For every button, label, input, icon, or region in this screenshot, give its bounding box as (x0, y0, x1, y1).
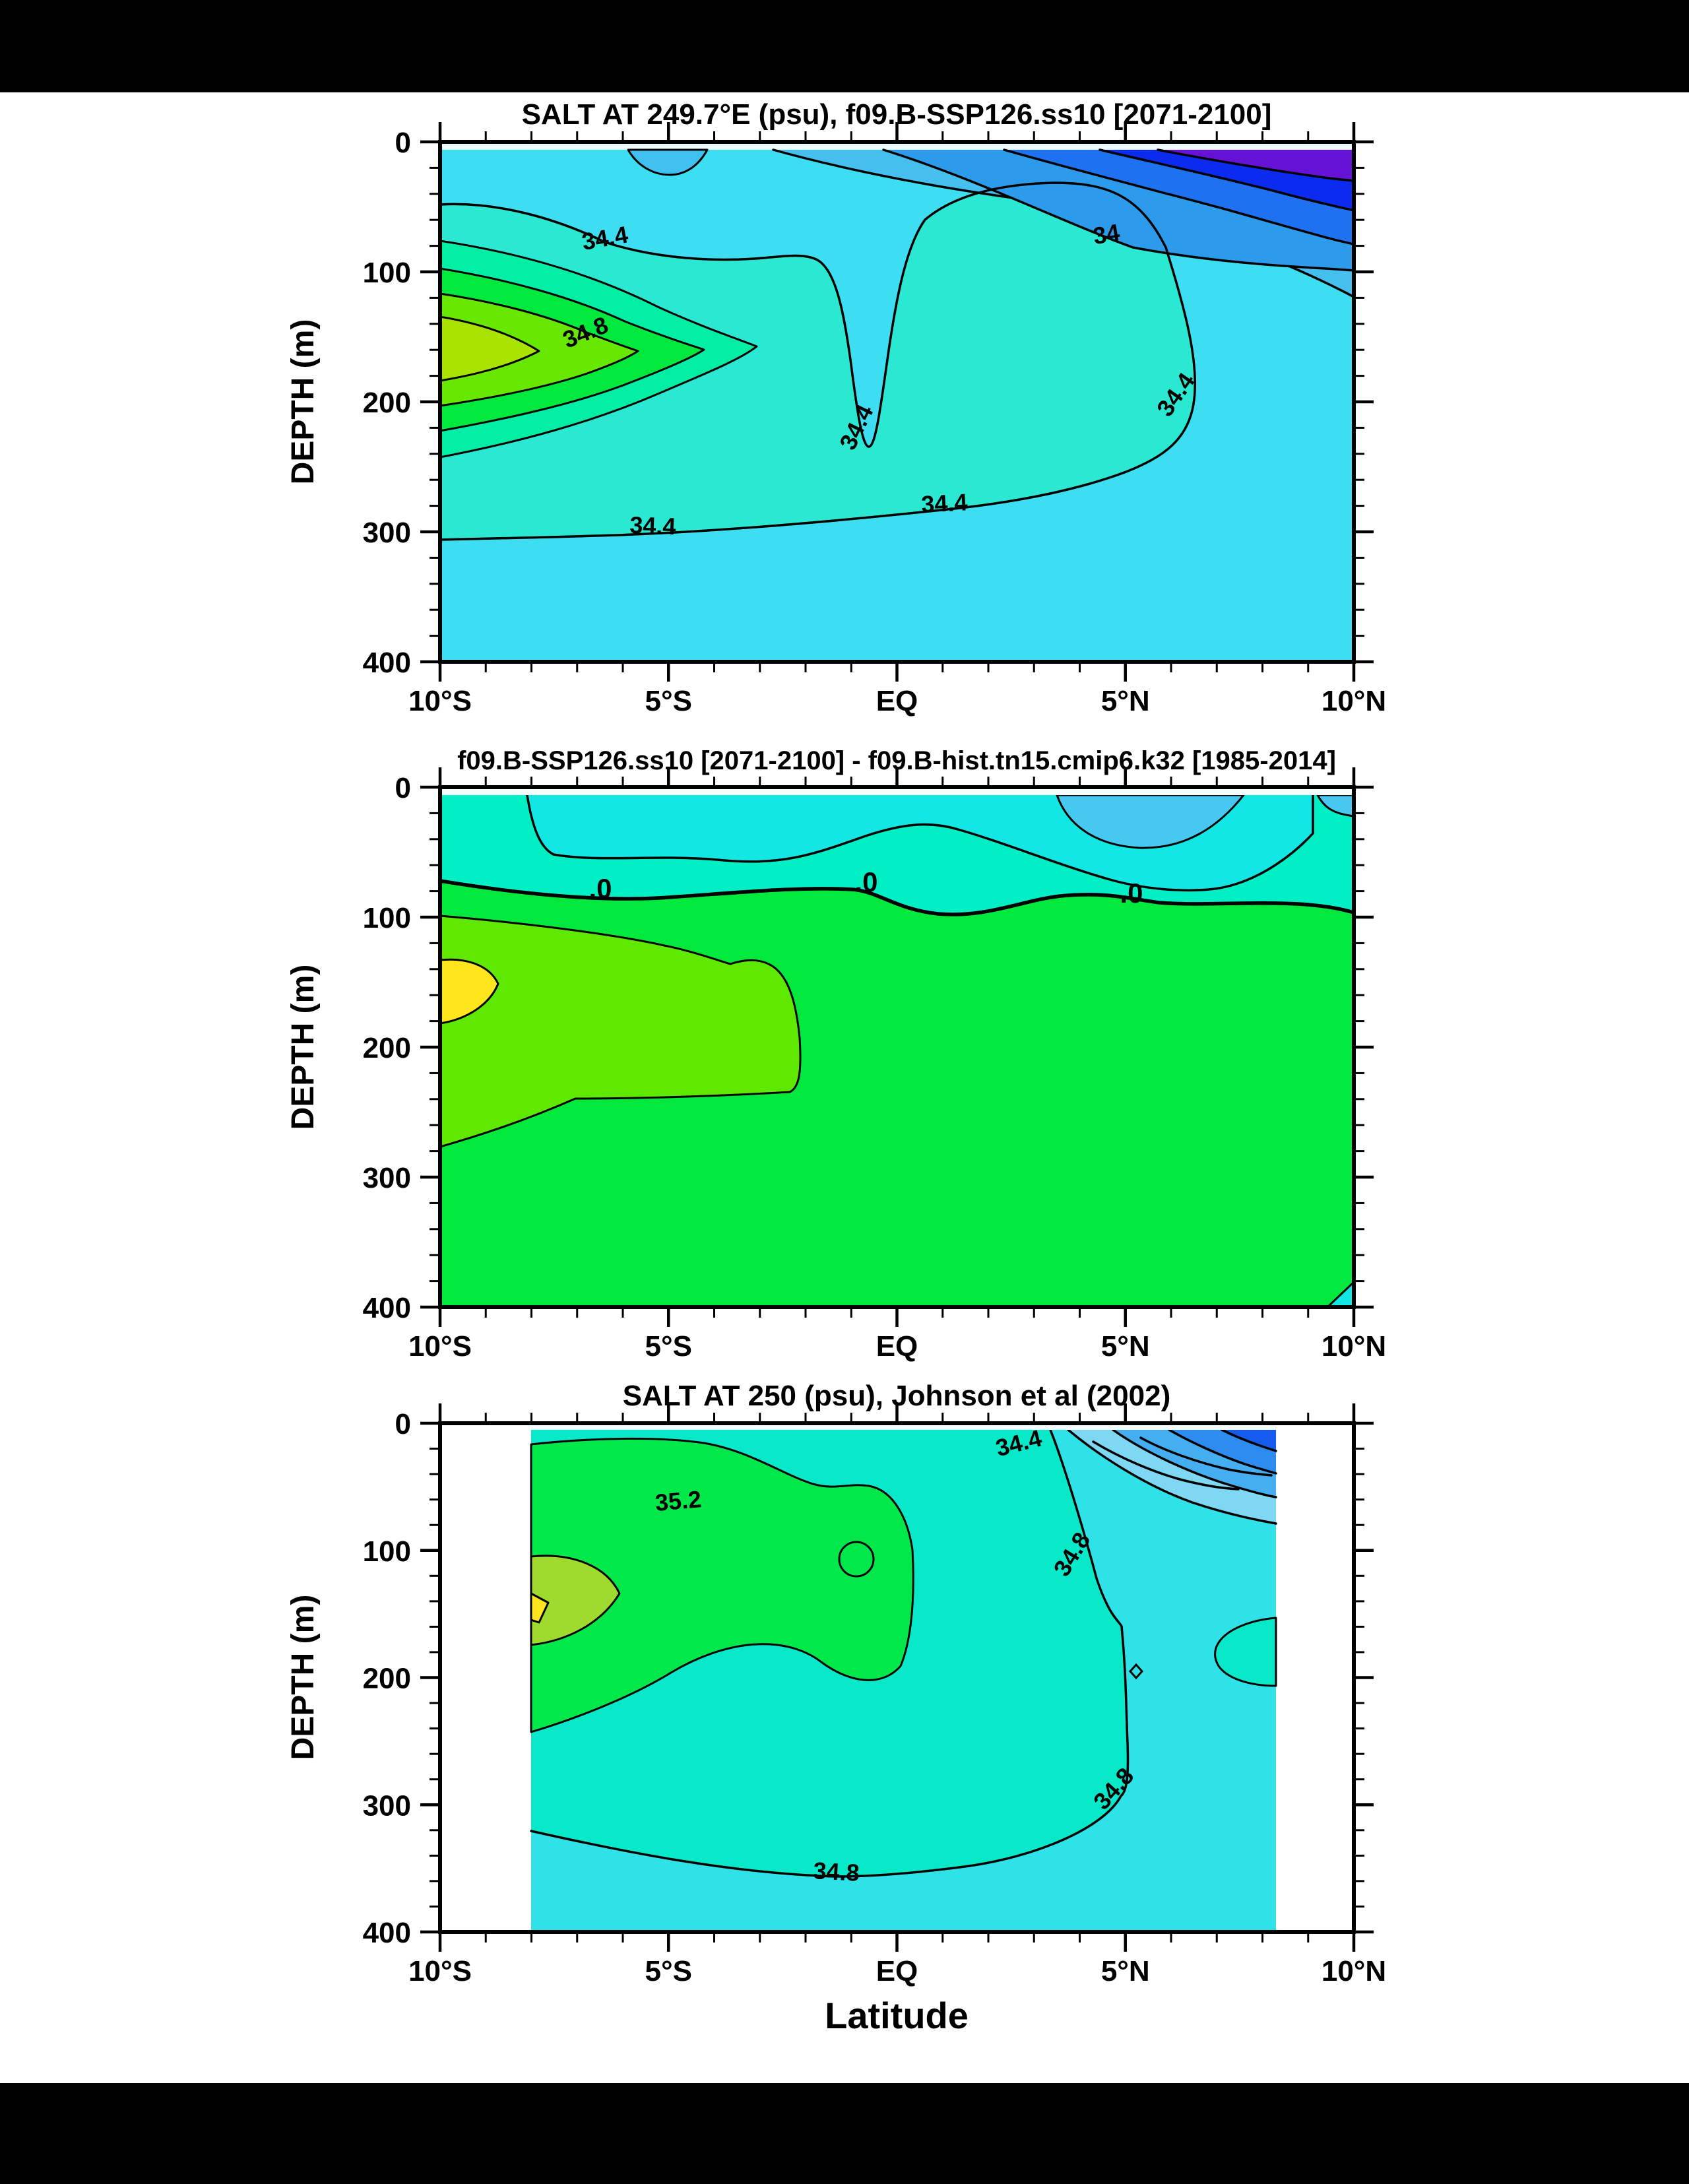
contour-region-33.4-fresh-core (1158, 150, 1354, 181)
panel3-y-axis-title: DEPTH (m) (286, 1595, 321, 1760)
x-tick-label: 5°S (645, 1955, 692, 1987)
panel1-axes: 10°S 5°S EQ 5°N 10°N 0 100 200 300 400 (363, 122, 1386, 717)
contour-region-35.6-sliver (530, 1592, 550, 1624)
diff-region-neg0.4-blob (1056, 794, 1245, 849)
contour-34.8-line (530, 1429, 1130, 1878)
diff-region-pos0.2 (440, 915, 802, 1148)
panel-salinity-ssp126: SALT AT 249.7°E (psu), f09.B-SSP126.ss10… (251, 92, 1438, 759)
x-tick-label: 10°S (408, 1330, 472, 1363)
panel2-axes: 10°S 5°S EQ 5°N 10°N 0 100 200 300 400 (363, 767, 1386, 1363)
y-tick-label: 300 (363, 1162, 411, 1194)
panel-salinity-johnson-obs: SALT AT 250 (psu), Johnson et al (2002) … (251, 1374, 1438, 2040)
contour-region-35.4-core (530, 1555, 621, 1646)
x-tick-label: 10°S (408, 1955, 472, 1987)
contour-label-34.4-deep-s: 34.4 (629, 511, 676, 540)
y-tick-label: 400 (363, 647, 411, 679)
plot-frame (438, 140, 1356, 664)
x-tick-label: 5°N (1101, 1955, 1150, 1987)
y-tick-label: 200 (363, 1663, 411, 1695)
y-tick-label: 200 (363, 1032, 411, 1064)
y-tick-label: 400 (363, 1917, 411, 1949)
contour-label-zero-c: .0 (1120, 878, 1143, 909)
extra-contour-squiggle-b (1139, 1436, 1273, 1477)
panel-salinity-difference: f09.B-SSP126.ss10 [2071-2100] - f09.B-hi… (251, 738, 1438, 1404)
x-tick-label: 10°N (1322, 685, 1386, 717)
tiny-diamond-contour (1128, 1663, 1144, 1680)
x-tick-label: 5°S (645, 685, 692, 717)
x-tick-label: EQ (876, 685, 918, 717)
y-tick-label: 0 (395, 127, 411, 159)
small-35.2-blob (838, 1541, 875, 1578)
panel3-axes: 10°S 5°S EQ 5°N 10°N 0 100 200 300 400 (363, 1403, 1386, 1987)
y-tick-label: 300 (363, 1789, 411, 1822)
zero-contour-line (440, 879, 1354, 916)
contour-region-35.4-core (440, 315, 540, 382)
top-border-bar (0, 0, 1689, 92)
x-tick-label: EQ (876, 1955, 918, 1987)
extra-contour-squiggle-a (1092, 1440, 1240, 1491)
y-tick-label: 400 (363, 1292, 411, 1324)
contour-label-zero-b: .0 (854, 866, 877, 897)
y-tick-label: 0 (395, 1408, 411, 1440)
panel2-y-axis-title: DEPTH (m) (286, 965, 321, 1130)
bottom-border-bar (0, 2083, 1689, 2184)
y-tick-label: 300 (363, 517, 411, 549)
diff-region-pos0.4-core (440, 958, 499, 1025)
surface-fresh-pocket (627, 148, 709, 176)
y-tick-label: 100 (363, 1535, 411, 1568)
x-tick-label: 5°S (645, 1330, 692, 1363)
panel2-plot-area: .0 .0 .0 (440, 787, 1354, 1307)
right-edge-turquoise-blob (1214, 1617, 1277, 1687)
diff-region-bottom-right-wedge (1326, 1281, 1354, 1307)
panel3-x-axis-title: Latitude (825, 1995, 969, 2036)
y-tick-label: 200 (363, 387, 411, 419)
contour-region-35.2 (440, 292, 639, 407)
x-tick-label: 5°N (1101, 685, 1150, 717)
x-tick-label: EQ (876, 1330, 918, 1363)
y-tick-label: 100 (363, 902, 411, 934)
panel1-y-axis-title: DEPTH (m) (286, 319, 321, 485)
x-tick-label: 5°N (1101, 1330, 1150, 1363)
panel1-plot-area: 34.4 34.8 34.4 34 34.4 34.4 34.4 (440, 142, 1354, 662)
y-tick-label: 0 (395, 772, 411, 804)
surface-gap (531, 1423, 1276, 1430)
panel3-plot-area: 35.2 34.4 34.8 34.8 34.8 (440, 1423, 1354, 1932)
x-tick-label: 10°N (1322, 1330, 1386, 1363)
contour-label-34.8-deep: 34.8 (813, 1857, 860, 1886)
plot-frame (438, 1421, 1356, 1934)
contour-label-34.4-deep-n: 34.4 (920, 488, 968, 518)
contour-label-35.2: 35.2 (654, 1485, 702, 1516)
contour-label-34: 34 (1091, 218, 1122, 249)
x-tick-label: 10°S (408, 685, 472, 717)
contour-region-35.2 (530, 1437, 914, 1733)
y-tick-label: 100 (363, 257, 411, 289)
x-tick-label: 10°N (1322, 1955, 1386, 1987)
contour-label-zero-a: .0 (589, 873, 612, 904)
plot-frame (438, 785, 1356, 1309)
